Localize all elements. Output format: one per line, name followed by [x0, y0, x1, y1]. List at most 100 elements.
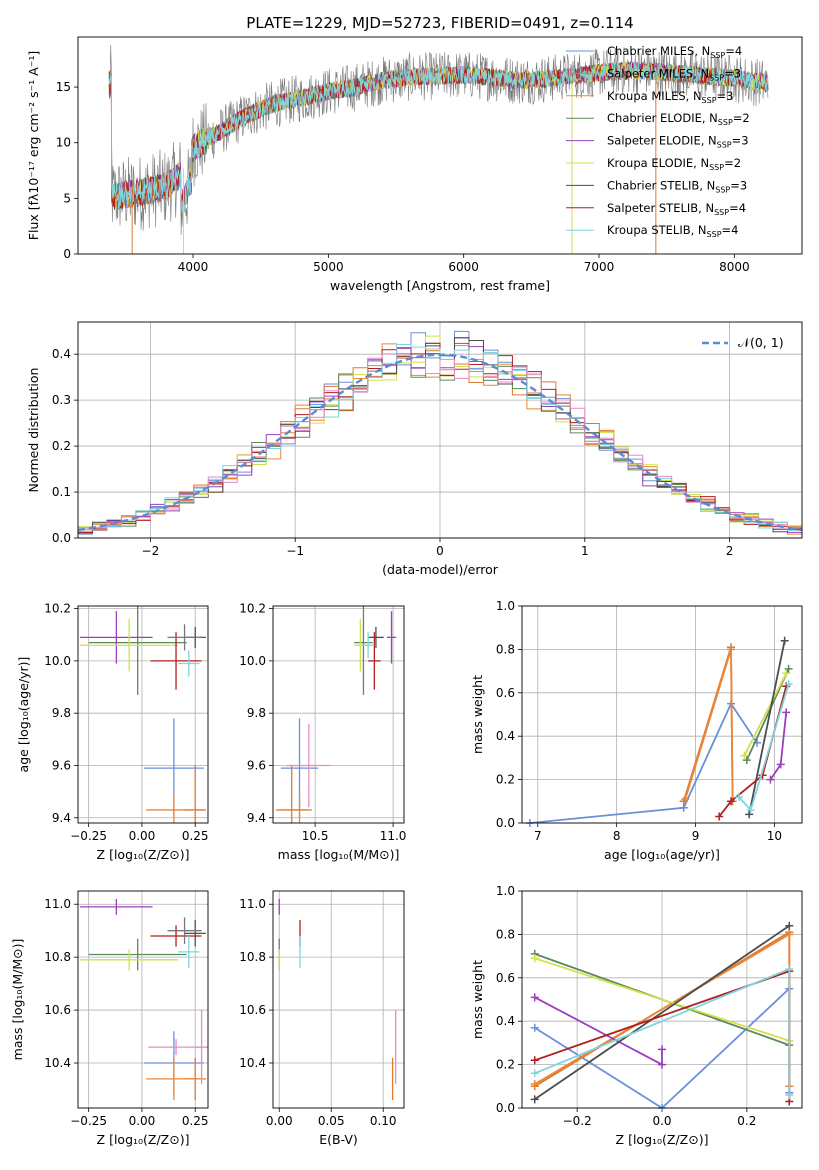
panel-spectrum: 4000 5000 6000 7000 8000 0 5 10 15 wavelength [An… — [26, 36, 803, 293]
y-tick-label: 10.2 — [239, 602, 266, 616]
legend-entry: 𝒩(0, 1) — [738, 335, 784, 350]
errorbar-point — [167, 624, 202, 651]
normal-curve — [78, 353, 802, 532]
y-tick-label: 0.0 — [52, 531, 71, 545]
figure-title: PLATE=1229, MJD=52723, FIBERID=0491, z=0… — [246, 14, 633, 32]
series-marker — [785, 965, 794, 974]
errorbar-point — [150, 632, 202, 690]
series-line — [534, 924, 790, 1101]
y-axis-label: Normed distribution — [26, 368, 41, 493]
x-tick-label: 0.00 — [129, 1114, 156, 1128]
x-tick-label: −0.25 — [70, 1114, 107, 1128]
y-tick-label: 0 — [63, 247, 71, 261]
series-marker — [734, 792, 743, 801]
panel-age_vs_mass: 10.5 11.0 9.4 9.6 9.8 10.0 10.2 mass [log₁₀(M/M… — [239, 602, 406, 862]
x-tick-label: 0.25 — [182, 1114, 209, 1128]
y-tick-label: 0.3 — [52, 393, 71, 407]
errorbar-point — [167, 917, 202, 944]
x-tick-label: 0.0 — [652, 1114, 671, 1128]
y-tick-label: 0.2 — [52, 439, 71, 453]
y-axis-label: mass weight — [470, 960, 485, 1039]
series-marker — [727, 645, 736, 654]
axes-frame — [521, 605, 803, 824]
y-tick-label: 9.4 — [52, 811, 71, 825]
panel-mass_weight_vs_age: 7 8 9 10 0.0 0.2 0.4 0.6 0.8 1.0 age [log₁₀(age/yr… — [470, 599, 803, 862]
y-tick-label: 0.4 — [496, 729, 515, 743]
series-marker — [784, 664, 793, 673]
series-marker — [530, 1056, 539, 1065]
series-marker — [742, 756, 751, 765]
spectrum-lines — [108, 44, 769, 254]
series-marker — [530, 1095, 539, 1104]
axes-frame — [77, 890, 209, 1109]
y-tick-label: 10.8 — [44, 950, 71, 964]
y-tick-label: 0.6 — [496, 686, 515, 700]
series-marker — [715, 812, 724, 821]
series-marker — [785, 930, 794, 939]
panel-residuals: −2 −1 0 1 2 0.0 0.1 0.2 0.3 0.4 (data-model)/error… — [26, 321, 803, 577]
x-tick-label: 2 — [726, 544, 734, 558]
y-tick-label: 10.6 — [239, 1003, 266, 1017]
series-marker — [766, 775, 775, 784]
errorbar-point — [146, 1057, 202, 1101]
x-tick-label: 4000 — [178, 260, 209, 274]
y-tick-label: 0.4 — [496, 1014, 515, 1028]
errorbar-point — [368, 626, 384, 648]
axes-frame — [272, 890, 405, 1109]
legend-entry: Chabrier STELIB, NSSP=3 — [607, 178, 747, 194]
errorbar-point — [386, 611, 397, 664]
y-tick-label: 10.6 — [44, 1003, 71, 1017]
x-tick-label: −2 — [142, 544, 160, 558]
series-marker — [530, 1080, 539, 1089]
y-tick-label: 10.0 — [44, 654, 71, 668]
series-marker — [785, 921, 794, 930]
errorbar-point — [184, 920, 206, 947]
axes-frame — [77, 605, 209, 824]
x-tick-label: −0.25 — [70, 829, 107, 843]
errorbar-point — [178, 650, 200, 677]
x-axis-label: mass [log₁₀(M/M⊙)] — [278, 847, 400, 862]
y-tick-label: 9.6 — [52, 758, 71, 772]
mass-weight-lines — [530, 921, 794, 1112]
x-tick-label: 10 — [767, 829, 782, 843]
x-axis-label: Z [log₁₀(Z/Z⊙)] — [616, 1132, 709, 1147]
y-tick-label: 9.8 — [52, 706, 71, 720]
y-tick-label: 0.4 — [52, 347, 71, 361]
errorbar-point — [368, 632, 381, 690]
errorbar-point — [178, 935, 200, 968]
series-marker — [740, 751, 749, 760]
x-tick-label: 8000 — [719, 260, 750, 274]
series-marker — [681, 795, 690, 804]
x-tick-label: 8 — [613, 829, 621, 843]
axes-frame — [77, 36, 803, 255]
y-tick-label: 10.4 — [239, 1056, 266, 1070]
series-line — [743, 672, 788, 757]
series-marker — [780, 636, 789, 645]
errorbars — [278, 898, 397, 1101]
series-marker — [745, 810, 754, 819]
series-line — [748, 640, 786, 815]
y-tick-label: 0.0 — [496, 1101, 515, 1115]
series-marker — [782, 669, 791, 678]
x-tick-label: 5000 — [313, 260, 344, 274]
x-tick-label: 10.5 — [302, 829, 329, 843]
x-tick-label: 0.25 — [182, 829, 209, 843]
series-marker — [530, 993, 539, 1002]
mass-weight-lines — [525, 636, 793, 827]
legend-entry: Salpeter ELODIE, NSSP=3 — [607, 134, 749, 150]
y-tick-label: 0.2 — [496, 1058, 515, 1072]
histogram-series — [78, 353, 802, 531]
series-marker — [530, 1023, 539, 1032]
series-marker — [727, 797, 736, 806]
y-tick-label: 10.8 — [239, 950, 266, 964]
errorbar-point — [80, 619, 179, 672]
y-tick-label: 10.2 — [44, 602, 71, 616]
y-tick-label: 10.4 — [44, 1056, 71, 1070]
spectrum-line — [108, 61, 769, 214]
errorbar-point — [148, 1039, 204, 1056]
y-tick-label: 15 — [56, 80, 71, 94]
series-marker — [530, 1069, 539, 1078]
axes-frame — [521, 890, 803, 1109]
series-marker — [784, 680, 793, 689]
x-tick-label: 1 — [581, 544, 589, 558]
